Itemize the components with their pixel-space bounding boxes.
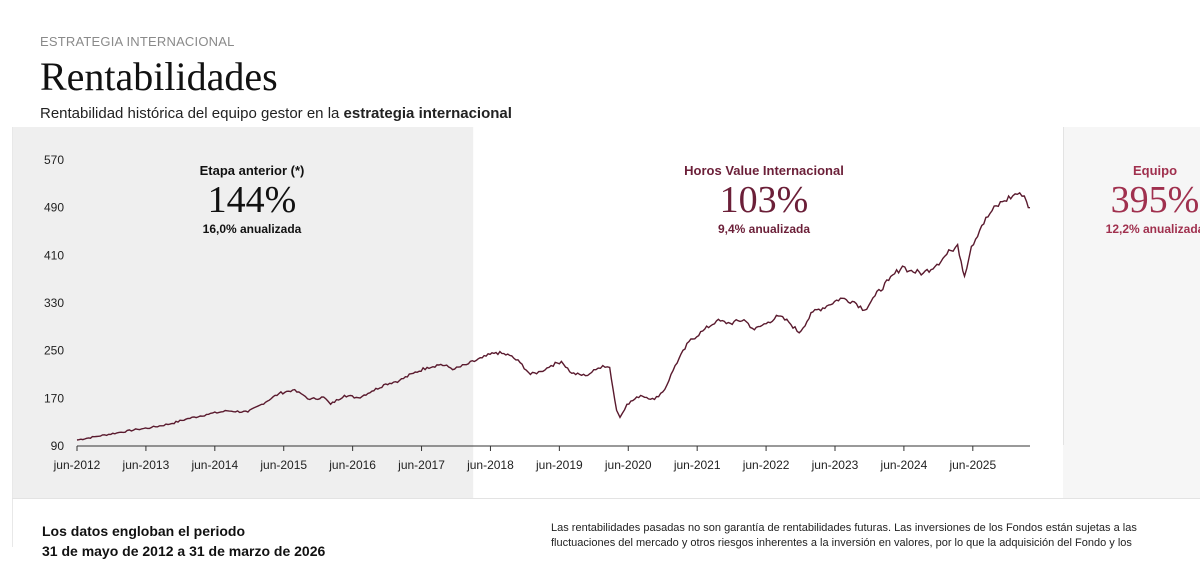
x-tick-label: jun-2025: [948, 458, 996, 472]
x-tick-label: jun-2014: [190, 458, 238, 472]
disclaimer-text: Las rentabilidades pasadas no son garant…: [551, 522, 1137, 549]
x-tick-label: jun-2020: [604, 458, 652, 472]
stat-previous-annual: 16,0% anualizada: [202, 222, 302, 236]
stat-horos-annual: 9,4% anualizada: [717, 222, 811, 236]
panel-bottom-border: [12, 498, 1200, 499]
period-note-line1: Los datos engloban el periodo: [42, 523, 246, 539]
y-tick-label: 250: [44, 344, 64, 358]
previous-stage-shade: [13, 127, 474, 498]
x-tick-label: jun-2022: [742, 458, 790, 472]
y-tick-label: 170: [44, 391, 64, 405]
stat-previous-stage: Etapa anterior (*) 144% 16,0% anualizada: [152, 163, 352, 236]
x-tick-label: jun-2012: [53, 458, 101, 472]
x-tick-label: jun-2017: [397, 458, 445, 472]
series-line: [76, 191, 1031, 441]
plot-background: [472, 127, 1063, 498]
stat-team-annual: 12,2% anualizada: [1105, 222, 1200, 236]
panel-left-border: [12, 127, 13, 547]
x-tick-label: jun-2015: [259, 458, 307, 472]
x-axis: jun-2012 jun-2013 jun-2014 jun-2015 jun-2016…: [53, 445, 1030, 472]
stat-previous-value: 144%: [207, 179, 297, 221]
stat-horos-fund: Horos Value Internacional 103% 9,4% anua…: [654, 163, 874, 236]
x-tick-label: jun-2016: [328, 458, 376, 472]
subtitle-text: Rentabilidad histórica del equipo gestor…: [40, 105, 344, 122]
x-tick-label: jun-2019: [535, 458, 583, 472]
subtitle-emphasis: estrategia internacional: [343, 105, 512, 122]
y-tick-label: 570: [44, 153, 64, 167]
x-tick-label: jun-2013: [122, 458, 170, 472]
stat-team-label: Equipo: [1132, 163, 1178, 178]
y-tick-label: 90: [51, 439, 65, 453]
period-note-line2: 31 de mayo de 2012 a 31 de marzo de 2026: [42, 543, 326, 559]
y-tick-label: 490: [44, 201, 64, 215]
x-tick-label: jun-2024: [880, 458, 928, 472]
section-eyebrow: ESTRATEGIA INTERNACIONAL: [40, 34, 235, 49]
period-note: Los datos engloban el periodo 31 de mayo…: [42, 521, 325, 561]
page-title: Rentabilidades: [40, 54, 278, 99]
x-tick-label: jun-2021: [673, 458, 721, 472]
page-subtitle: Rentabilidad histórica del equipo gestor…: [40, 105, 512, 122]
y-tick-label: 330: [44, 296, 64, 310]
panel-divider: [1063, 127, 1064, 445]
y-axis: 90 170 250 330 410 490 570: [44, 153, 64, 453]
stat-team: Equipo 395% 12,2% anualizada: [1085, 163, 1200, 236]
x-tick-label: jun-2023: [811, 458, 859, 472]
stat-team-value: 395%: [1110, 179, 1200, 221]
stat-previous-label: Etapa anterior (*): [199, 163, 305, 178]
y-tick-label: 410: [44, 248, 64, 262]
x-tick-label: jun-2018: [466, 458, 514, 472]
stat-horos-value: 103%: [719, 179, 809, 221]
stat-horos-label: Horos Value Internacional: [684, 163, 844, 178]
page-header: ESTRATEGIA INTERNACIONAL Rentabilidades …: [40, 34, 512, 122]
